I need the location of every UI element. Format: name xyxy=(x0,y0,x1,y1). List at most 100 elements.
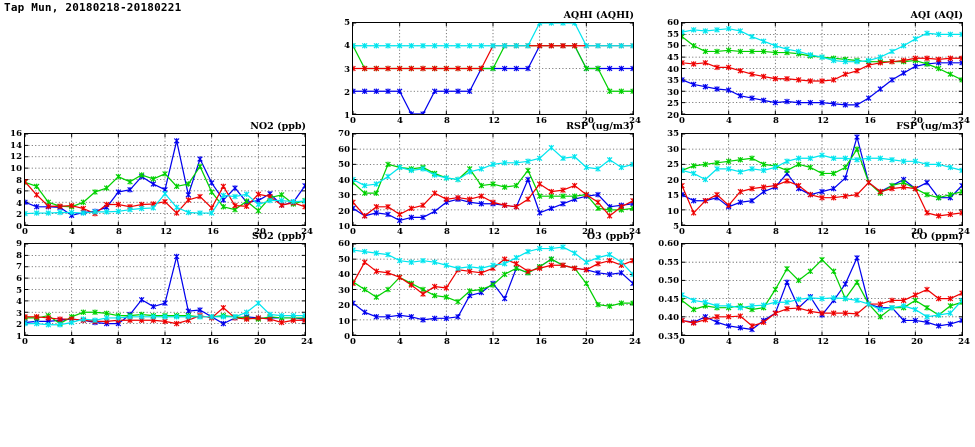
data-point xyxy=(220,304,227,311)
data-point xyxy=(25,210,28,217)
data-point xyxy=(935,295,942,302)
data-point xyxy=(795,77,802,83)
y-tick-label: 4 xyxy=(344,41,350,51)
data-point xyxy=(408,205,415,212)
data-point xyxy=(618,43,625,49)
data-point xyxy=(924,61,930,67)
plot-canvas-aqhi xyxy=(353,23,633,114)
data-point xyxy=(737,169,744,175)
data-point xyxy=(795,155,802,162)
data-point xyxy=(749,323,755,329)
data-point xyxy=(560,155,566,162)
data-point xyxy=(606,65,613,72)
data-point xyxy=(478,43,485,49)
data-point xyxy=(197,163,203,170)
data-point xyxy=(830,170,837,177)
plot-area-fsp: 5 10 15 20 25 30 35 0 4 8 12 16 20 24 xyxy=(667,130,970,236)
data-point xyxy=(420,257,426,264)
data-point xyxy=(185,314,192,320)
data-point xyxy=(361,259,368,265)
data-point xyxy=(959,297,962,304)
data-point xyxy=(478,65,485,72)
data-point xyxy=(501,65,508,72)
data-point xyxy=(737,93,744,99)
data-point xyxy=(749,95,755,101)
data-point xyxy=(525,268,531,275)
data-point xyxy=(548,256,555,262)
data-point xyxy=(197,193,203,200)
data-point xyxy=(935,213,942,219)
data-point xyxy=(408,65,415,72)
data-point xyxy=(618,300,625,306)
series-markers-fsp-4 xyxy=(682,152,962,183)
panel-title-aqhi: AQHI (AQHI) xyxy=(563,10,634,21)
panel-so2: SO2 (ppb) 1 2 3 4 5 6 7 8 9 0 4 8 12 16 20 24 xyxy=(16,231,313,346)
data-point xyxy=(630,43,633,49)
data-point xyxy=(725,166,732,172)
y-tick-label: 0 xyxy=(344,331,350,342)
data-point xyxy=(501,260,508,267)
panel-aqi: AQI (AQI) 20 25 30 35 40 45 50 55 60 0 4 8 12 16 20 24 xyxy=(667,10,970,125)
data-point xyxy=(150,314,157,320)
data-point xyxy=(173,210,180,216)
data-point xyxy=(501,295,508,302)
x-tick-label: 16 xyxy=(207,337,219,347)
data-point xyxy=(830,101,837,107)
data-point xyxy=(243,316,250,322)
data-point xyxy=(760,48,767,55)
data-point xyxy=(690,27,697,33)
x-tick-label: 0 xyxy=(350,116,356,126)
data-point xyxy=(924,30,930,36)
y-tick-label: 0.40 xyxy=(658,313,679,324)
data-point xyxy=(714,27,720,33)
data-point xyxy=(682,33,685,40)
data-point xyxy=(455,65,461,72)
data-point xyxy=(115,315,122,321)
y-tick-label: 5 xyxy=(673,221,679,232)
x-tick-label: 20 xyxy=(582,337,594,347)
data-point xyxy=(795,161,802,168)
data-point xyxy=(865,95,872,101)
x-tick-label: 4 xyxy=(397,116,403,126)
data-point xyxy=(220,320,227,327)
data-point xyxy=(618,88,625,94)
data-point xyxy=(525,176,531,183)
data-point xyxy=(92,317,98,323)
data-point xyxy=(80,316,87,322)
x-tick-label: 12 xyxy=(488,227,500,237)
data-point xyxy=(353,280,356,287)
data-point xyxy=(57,203,63,209)
plot-area-aqhi: 1 2 3 4 5 0 4 8 12 16 20 24 xyxy=(344,19,641,125)
data-point xyxy=(959,182,962,189)
data-point xyxy=(807,295,814,301)
y-tick-label: 6 xyxy=(16,186,22,197)
data-point xyxy=(536,23,543,26)
data-point xyxy=(431,259,438,265)
data-point xyxy=(361,88,368,94)
data-point xyxy=(115,201,122,208)
data-point xyxy=(690,163,697,169)
data-point xyxy=(959,317,962,324)
x-tick-label: 24 xyxy=(629,227,641,237)
data-point xyxy=(682,292,685,298)
data-point xyxy=(103,201,110,208)
data-point xyxy=(536,193,543,199)
data-point xyxy=(830,310,837,316)
data-point xyxy=(900,70,907,76)
data-point xyxy=(103,315,110,321)
data-point xyxy=(420,43,426,49)
panel-rsp: RSP (ug/m3) 10 20 30 40 50 60 70 0 4 8 12 16 20 24 xyxy=(338,121,641,236)
data-point xyxy=(373,210,380,216)
data-point xyxy=(92,209,98,215)
data-point xyxy=(807,99,814,106)
y-tick-label: 20 xyxy=(667,175,679,186)
data-point xyxy=(431,190,438,196)
y-tick-label: 0.60 xyxy=(658,238,679,249)
panel-fsp: FSP (ug/m3) 5 10 15 20 25 30 35 0 4 8 12 16 20 24 xyxy=(667,121,970,236)
y-tick-label: 8 xyxy=(16,250,22,261)
data-point xyxy=(690,170,697,177)
data-point xyxy=(606,257,613,264)
data-point xyxy=(197,210,203,216)
data-point xyxy=(725,303,732,309)
data-point xyxy=(490,262,496,268)
